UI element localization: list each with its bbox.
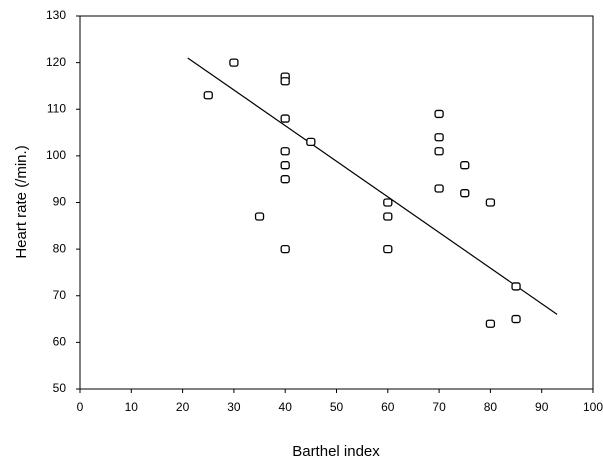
point	[434, 147, 444, 156]
y-tick-label: 100	[46, 148, 66, 162]
y-tick-label: 60	[53, 335, 67, 349]
point	[383, 198, 393, 207]
point	[383, 212, 393, 221]
point	[460, 161, 470, 170]
point	[229, 58, 239, 67]
point	[383, 244, 393, 254]
point	[511, 314, 521, 324]
point	[280, 161, 290, 170]
point	[485, 319, 496, 328]
trend-line	[187, 57, 558, 315]
x-tick-label: 80	[484, 400, 498, 414]
y-tick-label: 50	[53, 381, 67, 395]
point	[203, 91, 213, 100]
x-axis-title: Barthel index	[292, 443, 380, 460]
point	[280, 147, 290, 156]
y-tick-label: 110	[47, 101, 66, 115]
x-tick-label: 30	[227, 400, 241, 414]
point	[280, 114, 290, 123]
plot-frame	[79, 15, 594, 390]
y-tick-label: 70	[53, 288, 67, 302]
x-tick-label: 70	[432, 400, 446, 414]
x-tick-label: 40	[279, 400, 293, 414]
point	[280, 244, 290, 254]
y-tick-label: 130	[46, 8, 66, 22]
x-tick-label: 60	[381, 400, 395, 414]
x-tick-label: 0	[77, 400, 84, 414]
point	[280, 77, 290, 86]
point	[254, 212, 265, 221]
point	[434, 109, 444, 119]
point	[306, 137, 316, 147]
y-tick-label: 80	[53, 241, 67, 255]
x-tick-label: 20	[176, 400, 190, 414]
y-axis-title: Heart rate (/min.)	[13, 145, 30, 258]
y-tick-label: 90	[53, 195, 67, 209]
point	[434, 133, 444, 142]
point	[485, 198, 496, 207]
point	[511, 282, 521, 291]
x-tick-label: 100	[583, 400, 603, 414]
y-tick-label: 120	[46, 55, 66, 69]
point	[434, 184, 444, 193]
x-tick-label: 90	[535, 400, 549, 414]
x-tick-label: 50	[330, 400, 344, 414]
x-tick-label: 10	[125, 400, 139, 414]
point	[460, 189, 470, 198]
point	[280, 175, 290, 184]
